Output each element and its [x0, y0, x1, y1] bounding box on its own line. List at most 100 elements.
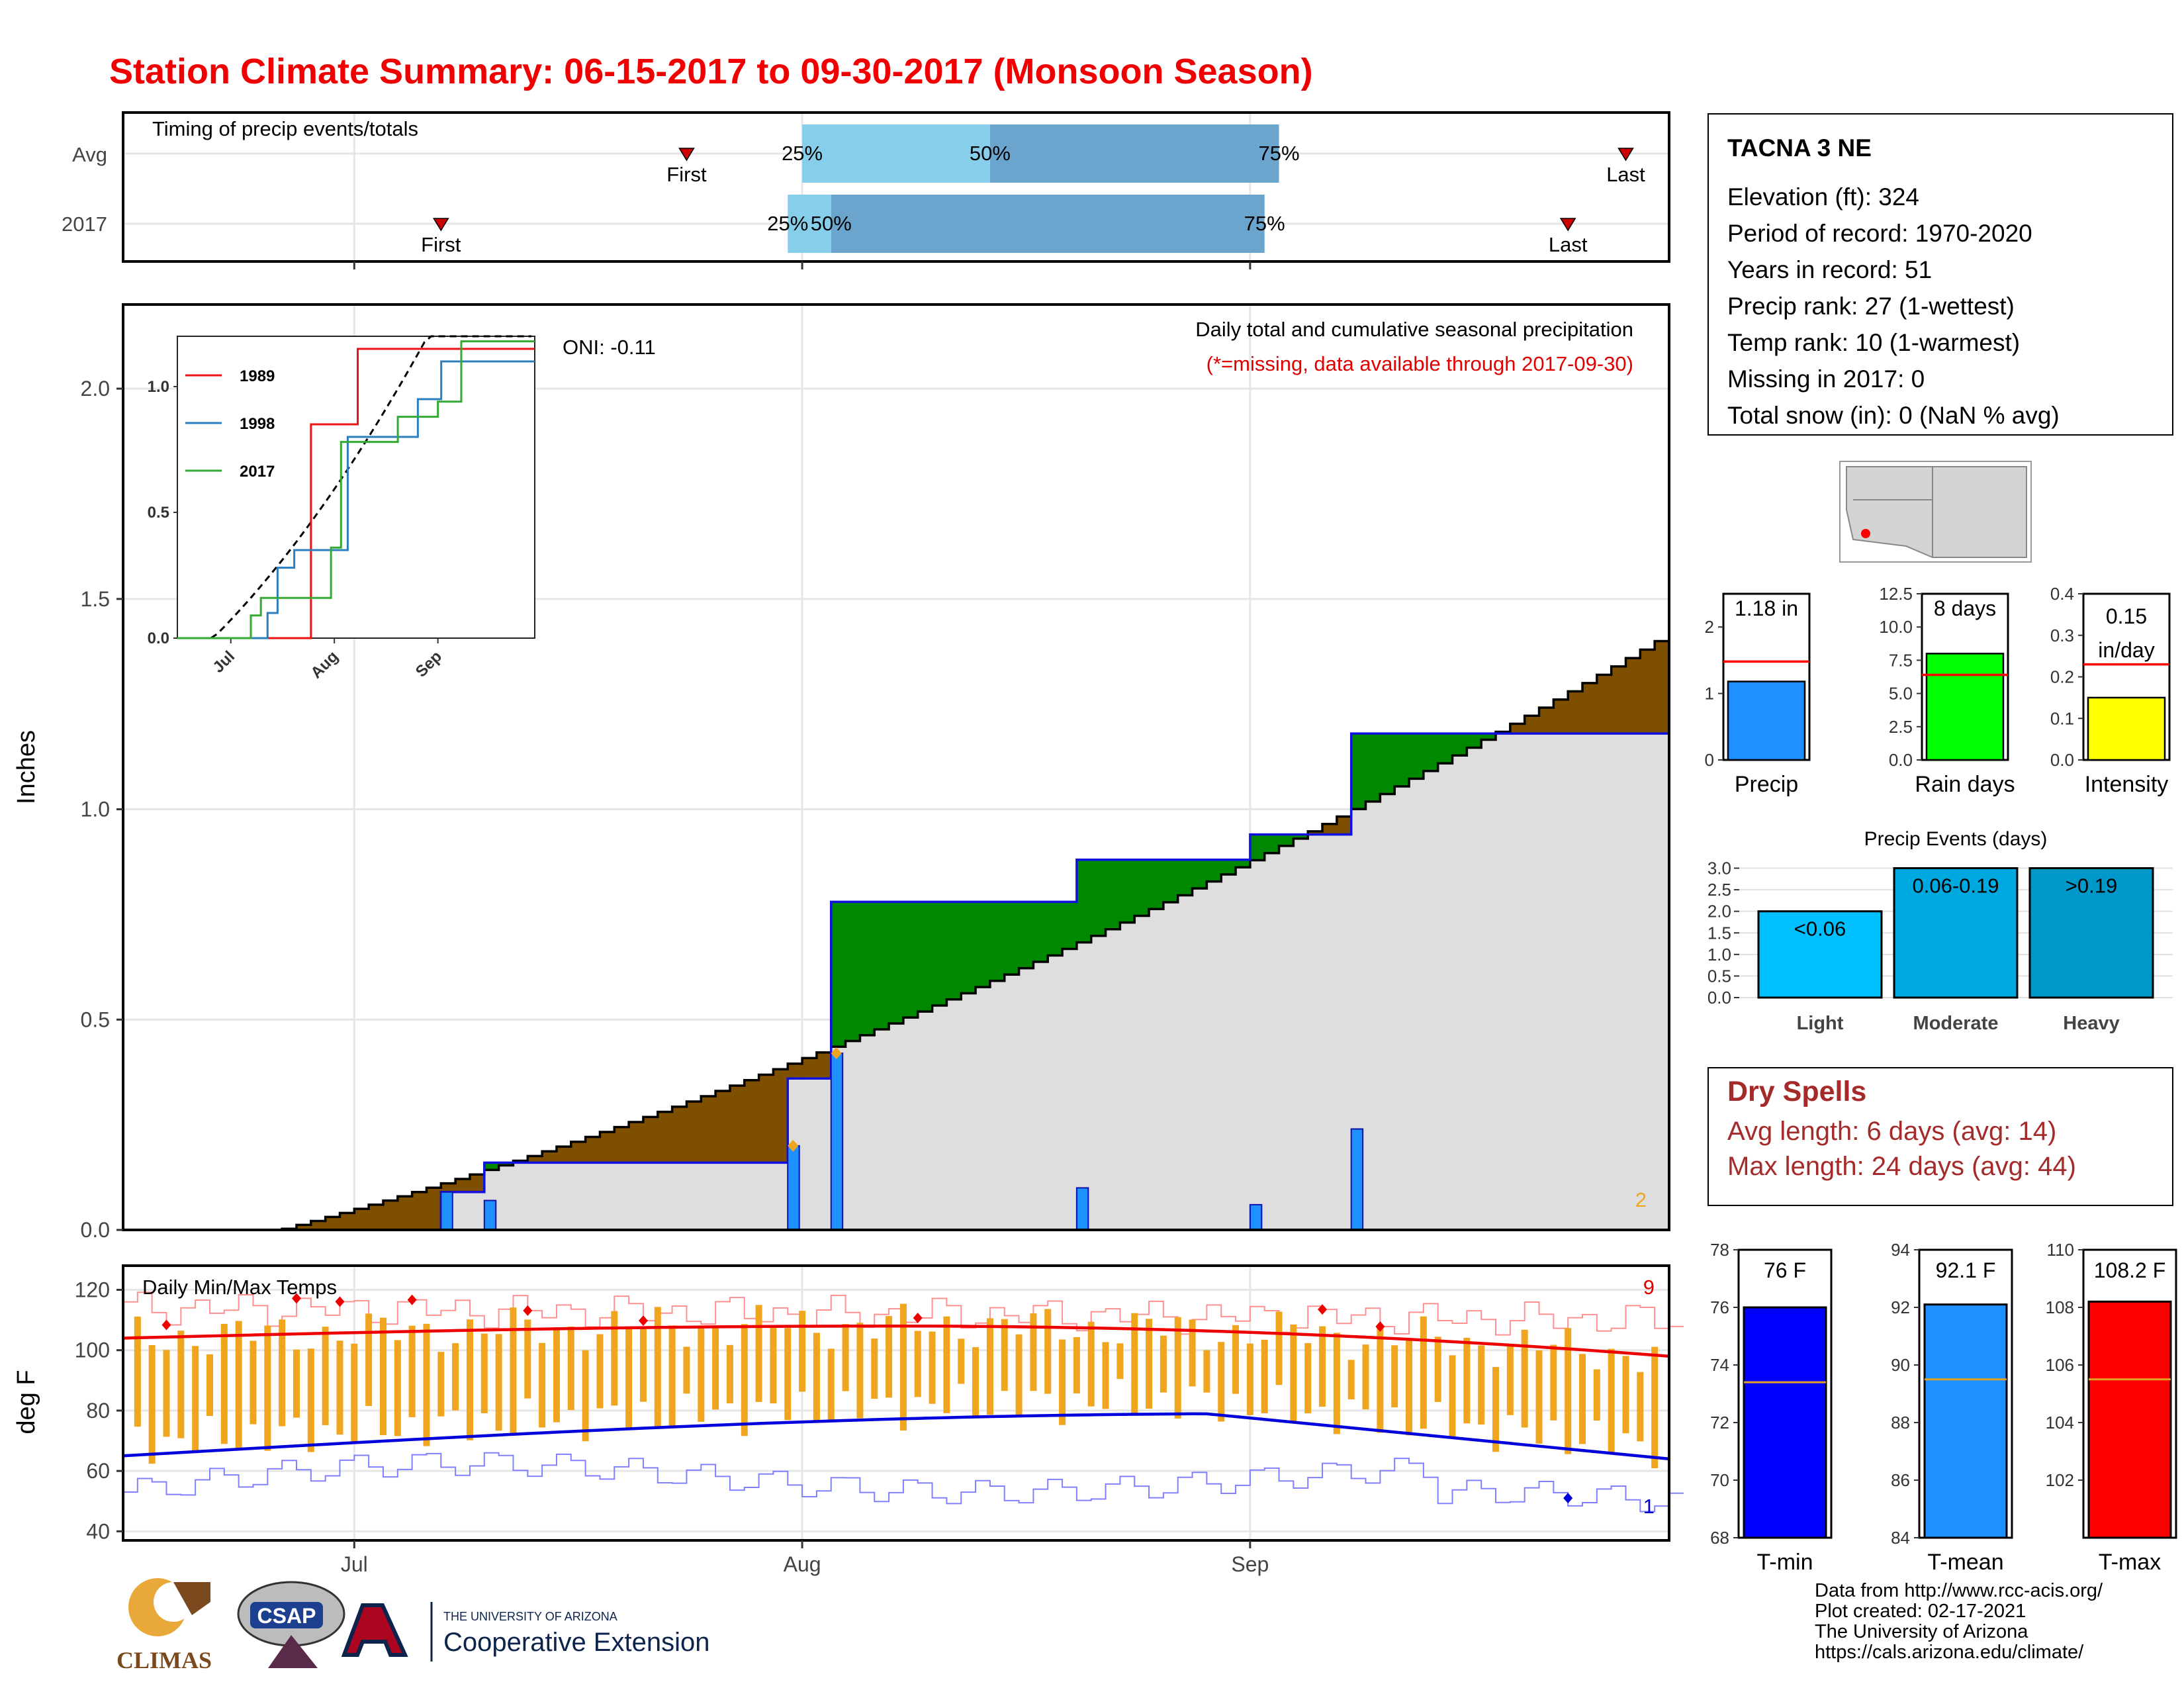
inset-avg-line [177, 335, 531, 639]
temp-y-tick: 40 [86, 1519, 110, 1543]
summary-bar-tick: 10.0 [1879, 617, 1913, 637]
events-y-tick: 2.0 [1707, 902, 1731, 921]
inset-legend-label: 2017 [240, 463, 275, 481]
record-high-marker [1375, 1321, 1385, 1332]
daily-temp-bar [250, 1340, 257, 1425]
timing-panel: Timing of precip events/totals 25% 50% 75%… [62, 111, 1670, 263]
station-info-line: Years in record: 51 [1727, 256, 1932, 283]
temp-y-tick: 80 [86, 1399, 110, 1423]
inset-legend-label: 1998 [240, 415, 275, 433]
events-y-tick: 2.5 [1707, 880, 1731, 900]
event-category-label: Moderate [1913, 1013, 1999, 1034]
daily-precip-bar [830, 1053, 844, 1231]
station-info-line: Total snow (in): 0 (NaN % avg) [1727, 402, 2060, 429]
last-marker [1559, 218, 1576, 232]
temp-y-tick: 100 [75, 1338, 110, 1362]
daily-temp-bar [741, 1324, 748, 1436]
daily-temp-bar [1347, 1360, 1355, 1399]
daily-temp-bar [1579, 1354, 1586, 1444]
daily-temp-bar [1102, 1342, 1109, 1409]
credit-line: Plot created: 02-17-2021 [1815, 1601, 2026, 1622]
daily-temp-bar [1565, 1328, 1572, 1454]
daily-temp-bar [379, 1317, 387, 1435]
month-tick: Aug [784, 1552, 821, 1576]
summary-bar-tick: 2 [1705, 617, 1714, 637]
daily-temp-bar [279, 1319, 286, 1427]
daily-temp-bar [827, 1348, 835, 1421]
daily-temp-bar [1146, 1319, 1153, 1409]
dry-spells-box: Dry Spells Avg length: 6 days (avg: 14) … [1707, 1067, 2173, 1206]
daily-temp-bar [1174, 1317, 1181, 1419]
summary-bar-tick: 0.0 [2050, 750, 2074, 770]
climas-logo: CLIMAS [116, 1578, 212, 1673]
summary-bar-tick: 0.3 [2050, 626, 2074, 645]
avg-cumulative-line [123, 632, 1670, 1231]
station-name: TACNA 3 NE [1727, 134, 1872, 162]
daily-temp-bar [886, 1316, 893, 1398]
temp-bar-value: 92.1 F [1936, 1258, 1996, 1282]
oni-value: ONI: -0.11 [563, 336, 656, 359]
daily-temp-bar [1232, 1325, 1240, 1394]
daily-precip-bar [1249, 1203, 1263, 1231]
q50-label: 50% [970, 142, 1011, 165]
temp-bar-tick: 108 [2046, 1297, 2074, 1317]
daily-precip-bar [1075, 1187, 1089, 1231]
temp-bar-tick: 94 [1891, 1240, 1910, 1260]
daily-temp-bar [625, 1328, 633, 1430]
daily-temp-bar [1073, 1336, 1080, 1393]
inset-y-tick: 1.0 [148, 378, 169, 396]
svg-text:THE UNIVERSITY OF ARIZONA: THE UNIVERSITY OF ARIZONA [443, 1610, 617, 1623]
daily-temp-bar [1492, 1367, 1500, 1452]
daily-temp-bar [1131, 1313, 1138, 1415]
daily-temp-bar [1391, 1345, 1398, 1408]
quartile-box-lower [802, 124, 990, 183]
daily-temp-bar [611, 1311, 618, 1406]
temp-bar-value: 76 F [1764, 1258, 1806, 1282]
dry-spells-title: Dry Spells [1727, 1076, 1866, 1107]
temp-bar-tick: 68 [1710, 1528, 1729, 1548]
daily-temp-bar [293, 1349, 300, 1418]
daily-temp-bar [1550, 1344, 1557, 1421]
record-high-marker [161, 1319, 171, 1331]
inset-legend-label: 1989 [240, 367, 275, 385]
events-y-tick: 3.0 [1707, 859, 1731, 878]
station-info: TACNA 3 NE Elevation (ft): 324 Period of … [1707, 113, 2173, 436]
daily-temp-bar [1319, 1326, 1326, 1407]
temp-bar-value: 108.2 F [2094, 1258, 2166, 1282]
daily-temp-bar [726, 1344, 733, 1403]
daily-temp-bar [437, 1352, 445, 1417]
daily-temp-bar [1030, 1313, 1037, 1391]
daily-temp-bar [567, 1326, 574, 1411]
summary-bar-value: 8 days [1934, 596, 1996, 620]
daily-temp-bar [1506, 1345, 1514, 1415]
precip-y-tick: 0.5 [81, 1008, 110, 1031]
event-category-label: Light [1797, 1013, 1844, 1034]
first-marker [678, 148, 695, 162]
month-tick: Sep [1231, 1552, 1269, 1576]
temp-bar-tick: 102 [2046, 1470, 2074, 1490]
temp-bar-tick: 72 [1710, 1413, 1729, 1432]
daily-temp-bar [596, 1334, 604, 1409]
daily-temp-bar [582, 1350, 589, 1442]
daily-temp-bar [1608, 1348, 1615, 1453]
daily-precip-bar [1350, 1128, 1364, 1231]
temp-bar-tick: 74 [1710, 1355, 1729, 1375]
daily-temp-bar [336, 1340, 343, 1435]
temp-bar-1 [1923, 1303, 2008, 1539]
daily-precip-bar [483, 1199, 497, 1231]
daily-temp-bar [206, 1354, 213, 1417]
quartile-box-upper [989, 124, 1279, 183]
q25-label: 25% [782, 142, 823, 165]
inset-y-tick: 0.0 [148, 630, 169, 647]
temp-bar-tick: 110 [2047, 1240, 2074, 1260]
temp-bar-tick: 90 [1891, 1355, 1910, 1375]
daily-temp-bar [1015, 1334, 1023, 1418]
station-location-marker [1861, 529, 1870, 538]
credit-line: Data from http://www.rcc-acis.org/ [1815, 1580, 2103, 1601]
temp-bar-2 [2087, 1300, 2172, 1539]
event-bar-range: 0.06-0.19 [1913, 874, 1999, 898]
summary-bar-value: 1.18 in [1735, 596, 1798, 620]
precip-y-label: Inches [13, 730, 40, 804]
daily-temp-bar [1463, 1337, 1471, 1424]
